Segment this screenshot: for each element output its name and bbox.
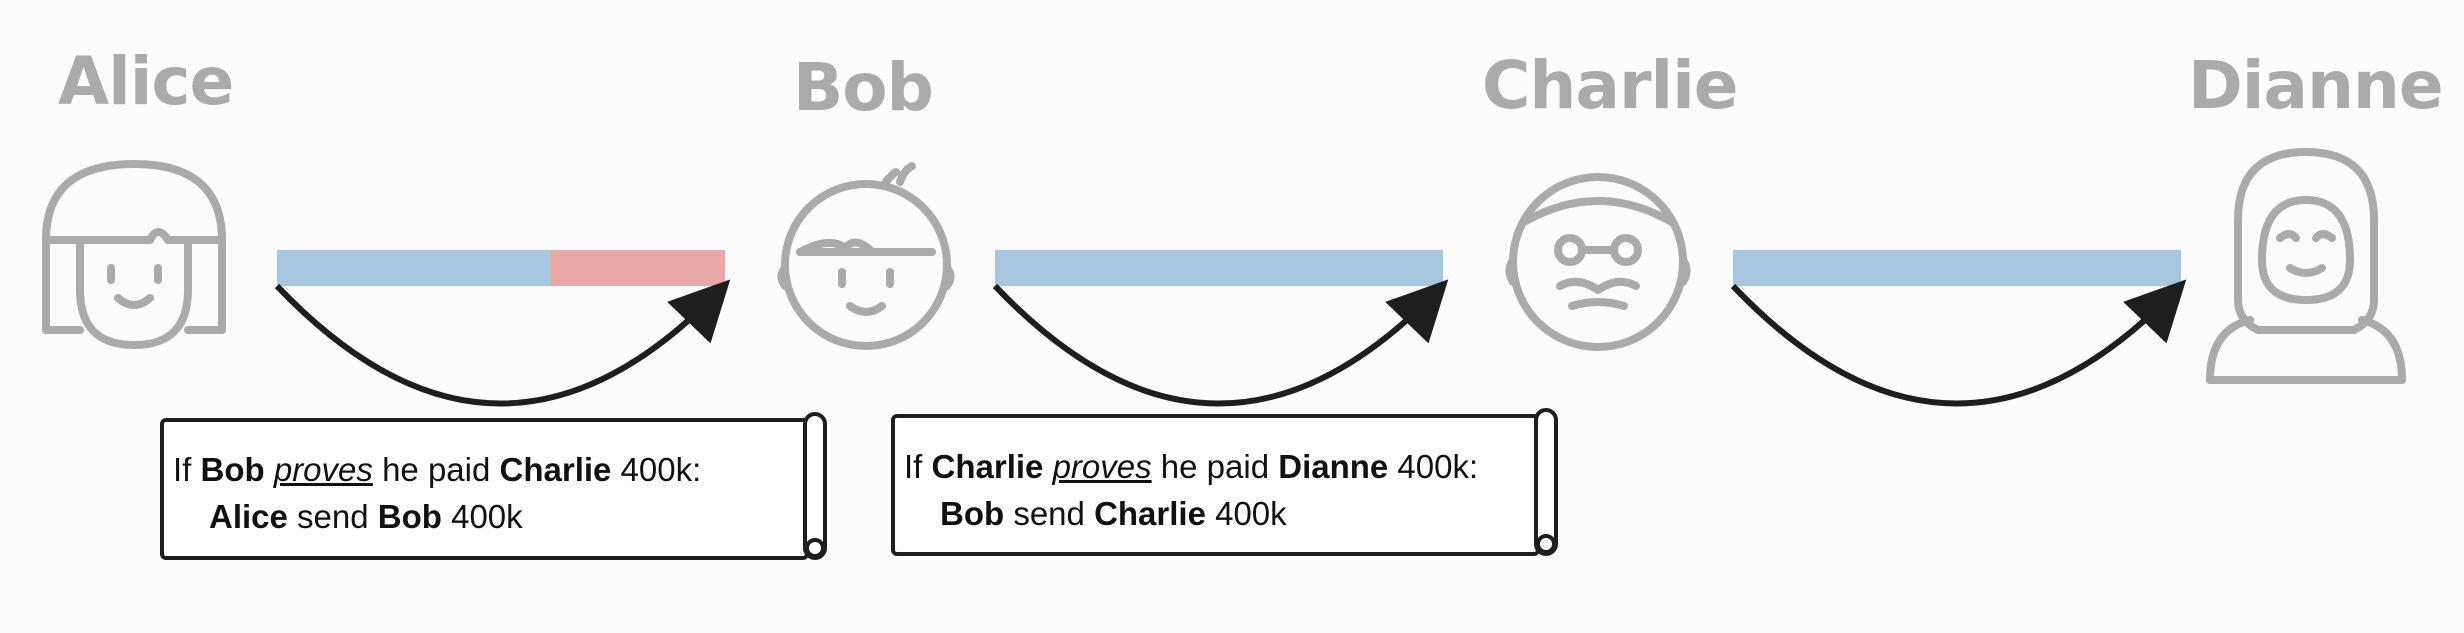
channel-alice-bob — [274, 250, 731, 407]
contract-line-2: Alice send Bob 400k — [209, 498, 523, 535]
channel-bar — [1733, 250, 2181, 286]
channel-charlie-dianne — [1730, 250, 2187, 407]
contract-line-2: Bob send Charlie 400k — [940, 495, 1287, 532]
participant-name-bob: Bob — [793, 49, 934, 126]
old-man-with-glasses-icon — [1505, 173, 1691, 351]
contract-line-1: If Charlie proves he paid Dianne 400k: — [904, 448, 1479, 485]
payment-arrow — [992, 279, 1449, 407]
participant-name-charlie: Charlie — [1482, 47, 1739, 124]
girl-avatar-icon — [42, 160, 226, 349]
woman-with-hijab-icon — [2206, 148, 2406, 384]
participant-name-alice: Alice — [58, 43, 234, 120]
contract-text-2: If Charlie proves he paid Dianne 400k: B… — [904, 450, 1478, 530]
locked-funds-segment — [550, 250, 725, 286]
payment-arrow — [1730, 279, 2187, 407]
contract-text-1: If Bob proves he paid Charlie 400k: Alic… — [173, 453, 701, 533]
contract-scroll-2 — [891, 408, 1558, 556]
contract-line-1: If Bob proves he paid Charlie 400k: — [173, 451, 702, 488]
channel-bar — [995, 250, 1443, 286]
boy-avatar-icon — [777, 162, 955, 350]
channel-bob-charlie — [992, 250, 1449, 407]
payment-arrow — [274, 279, 731, 407]
participant-name-dianne: Dianne — [2188, 47, 2444, 124]
contract-scroll-1 — [160, 412, 827, 560]
